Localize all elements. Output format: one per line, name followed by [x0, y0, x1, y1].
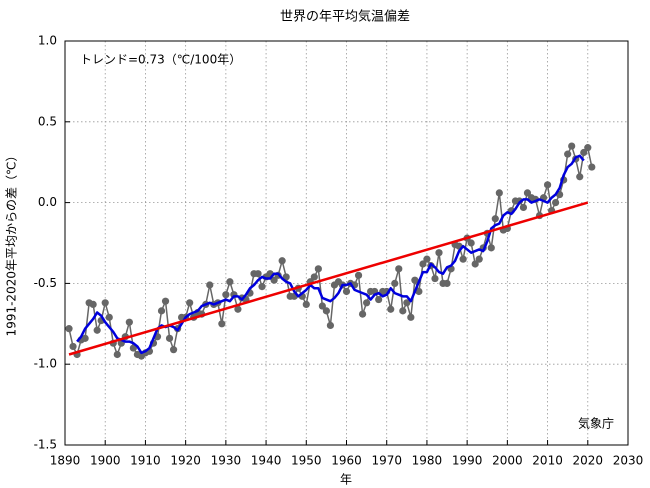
data-point — [81, 334, 89, 342]
data-point — [169, 346, 178, 354]
y-tick-label: -1.0 — [34, 357, 57, 371]
data-point — [226, 278, 234, 286]
data-point — [278, 257, 286, 265]
data-point — [310, 273, 318, 281]
x-tick-label: 1950 — [291, 454, 322, 468]
data-point — [407, 313, 415, 321]
x-tick-label: 2010 — [532, 454, 563, 468]
data-point — [93, 326, 101, 334]
source-label: 気象庁 — [578, 416, 614, 431]
x-tick-label: 2000 — [492, 454, 523, 468]
data-point — [234, 305, 242, 313]
data-point — [576, 173, 584, 181]
data-point — [584, 144, 592, 152]
x-tick-label: 1980 — [412, 454, 443, 468]
data-point — [363, 299, 371, 307]
x-tick-label: 1910 — [130, 454, 161, 468]
chart-title: 世界の年平均気温偏差 — [280, 9, 410, 25]
data-point — [222, 291, 230, 299]
y-tick-label: -1.5 — [34, 438, 57, 452]
data-point — [431, 274, 439, 283]
data-point — [475, 255, 483, 263]
series-line — [76, 154, 585, 355]
data-point — [206, 281, 214, 289]
data-point — [399, 307, 407, 315]
x-tick-label: 2030 — [613, 454, 644, 468]
data-point — [69, 342, 77, 351]
data-point — [186, 299, 194, 307]
data-point — [471, 260, 479, 268]
data-point — [395, 265, 403, 273]
x-tick-label: 1900 — [90, 454, 121, 468]
data-point — [443, 279, 451, 287]
data-point — [326, 321, 335, 330]
data-point — [342, 287, 351, 296]
data-point — [552, 199, 560, 207]
data-point — [354, 271, 363, 279]
x-tick-label: 1920 — [170, 454, 201, 468]
x-tick-label: 1930 — [211, 454, 242, 468]
y-axis-label: 1991-2020年平均からの差（℃） — [5, 150, 19, 337]
data-point — [515, 197, 524, 205]
data-point — [157, 307, 166, 315]
data-point — [270, 276, 278, 284]
data-point — [519, 203, 528, 212]
data-point — [375, 295, 383, 304]
x-tick-label: 1940 — [251, 454, 282, 468]
data-point — [435, 249, 443, 257]
y-tick-label: -0.5 — [34, 276, 57, 290]
x-axis-label: 年 — [340, 473, 352, 487]
series-line — [68, 201, 589, 356]
data-point — [302, 300, 310, 309]
data-point — [580, 148, 588, 157]
data-point — [423, 255, 431, 263]
data-point — [254, 270, 262, 278]
data-point — [322, 307, 330, 315]
data-point — [105, 313, 113, 321]
x-tick-label: 1970 — [371, 454, 402, 468]
data-point — [588, 163, 596, 171]
data-point — [543, 181, 552, 189]
x-tick-label: 1960 — [331, 454, 362, 468]
data-point — [568, 142, 576, 150]
data-point — [165, 334, 174, 342]
data-point — [459, 255, 467, 263]
data-point — [113, 350, 121, 359]
x-tick-label: 2020 — [573, 454, 604, 468]
data-point — [467, 239, 475, 247]
data-point — [495, 189, 503, 197]
data-point — [415, 287, 423, 296]
x-tick-label: 1890 — [50, 454, 81, 468]
data-point — [391, 279, 399, 287]
data-point — [125, 318, 133, 326]
data-point — [161, 297, 170, 305]
data-point — [258, 283, 266, 291]
data-point — [218, 320, 226, 328]
data-point — [411, 276, 419, 284]
data-point — [403, 299, 411, 307]
y-tick-label: 0.5 — [38, 114, 57, 128]
data-point — [358, 310, 367, 318]
data-point — [129, 344, 137, 352]
data-point — [419, 260, 427, 268]
plot-frame — [64, 40, 629, 446]
trend-annotation: トレンド=0.73（℃/100年） — [80, 53, 241, 67]
data-point — [491, 215, 499, 223]
y-tick-label: 0.0 — [38, 195, 57, 209]
data-point — [564, 150, 572, 158]
data-point — [101, 299, 109, 307]
data-point — [314, 265, 322, 273]
y-tick-label: 1.0 — [38, 34, 57, 48]
data-point — [523, 189, 532, 197]
data-point — [65, 325, 73, 333]
x-tick-label: 1990 — [452, 454, 483, 468]
data-point — [89, 300, 97, 309]
data-point — [318, 302, 326, 310]
data-point — [487, 244, 495, 252]
data-point — [387, 305, 395, 313]
